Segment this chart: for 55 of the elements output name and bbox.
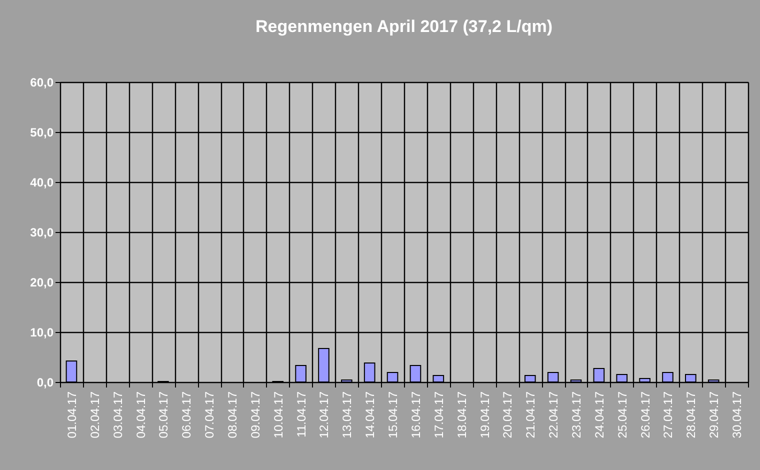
x-tick-label: 13.04.17 [340, 391, 354, 438]
bar [685, 374, 696, 382]
x-tick-label: 10.04.17 [271, 391, 286, 438]
x-tick-label: 21.04.17 [524, 391, 538, 438]
x-tick-label: 27.04.17 [661, 391, 676, 438]
bar [616, 374, 628, 382]
y-tick-label: 50,0 [30, 126, 54, 140]
bar [639, 378, 650, 382]
x-tick-label: 19.04.17 [478, 391, 492, 438]
x-tick-label: 15.04.17 [386, 391, 400, 438]
x-tick-label: 01.04.17 [64, 391, 79, 438]
bar [318, 348, 330, 382]
bar [295, 365, 306, 382]
chart-title: Regenmengen April 2017 (37,2 L/qm) [256, 17, 552, 36]
x-tick-label: 14.04.17 [363, 391, 378, 438]
x-tick-label: 28.04.17 [684, 391, 698, 438]
bar [570, 380, 582, 382]
bar [341, 380, 352, 382]
bar [410, 365, 422, 382]
bar [364, 362, 376, 382]
x-tick-label: 20.04.17 [500, 391, 515, 438]
x-tick-label: 04.04.17 [134, 391, 148, 438]
x-tick-label: 12.04.17 [317, 391, 332, 438]
bar [547, 372, 559, 382]
bar [662, 372, 674, 382]
x-tick-label: 17.04.17 [432, 391, 446, 438]
x-tick-label: 03.04.17 [110, 391, 125, 438]
x-tick-label: 08.04.17 [226, 391, 240, 438]
y-tick-label: 30,0 [30, 226, 54, 240]
x-tick-label: 06.04.17 [180, 391, 194, 438]
x-tick-label: 26.04.17 [638, 391, 652, 438]
bar [593, 368, 605, 382]
x-tick-label: 23.04.17 [570, 391, 584, 438]
x-tick-label: 18.04.17 [454, 391, 469, 438]
x-tick-label: 07.04.17 [202, 391, 217, 438]
y-tick-label: 10,0 [30, 326, 54, 340]
y-tick-label: 0,0 [36, 376, 54, 390]
x-tick-label: 05.04.17 [156, 391, 171, 438]
bar [432, 375, 444, 382]
x-tick-label: 11.04.17 [294, 391, 308, 438]
x-tick-label: 09.04.17 [248, 391, 262, 438]
x-tick-label: 24.04.17 [592, 391, 606, 438]
x-tick-label: 16.04.17 [408, 391, 423, 438]
y-tick-label: 60,0 [30, 76, 54, 90]
bar [708, 380, 720, 382]
bar [524, 375, 536, 382]
x-tick-label: 02.04.17 [88, 391, 102, 438]
x-tick-label: 29.04.17 [707, 391, 722, 438]
x-tick-label: 22.04.17 [546, 391, 561, 438]
x-tick-label: 25.04.17 [615, 391, 630, 438]
bar [386, 372, 398, 382]
x-tick-label: 30.04.17 [730, 391, 744, 438]
y-tick-label: 40,0 [30, 176, 54, 190]
bar [66, 360, 78, 382]
y-tick-label: 20,0 [30, 276, 54, 290]
